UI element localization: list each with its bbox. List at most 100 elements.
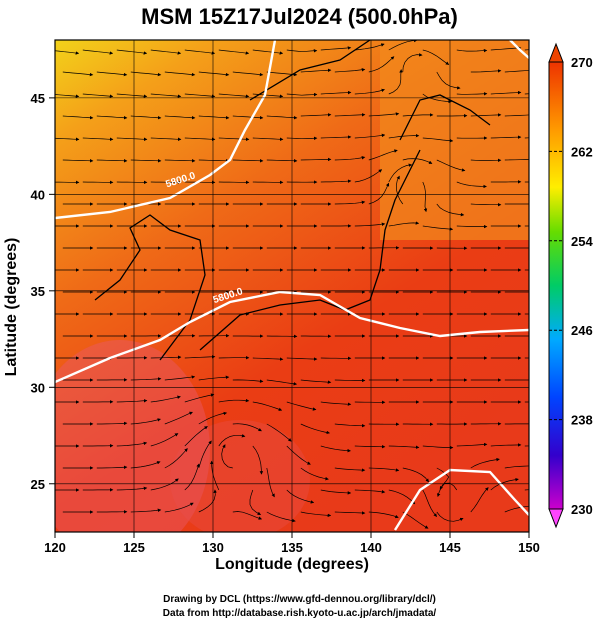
streamline <box>422 49 450 65</box>
streamline <box>232 159 264 163</box>
streamline <box>130 159 162 163</box>
streamline <box>116 398 148 403</box>
streamline <box>266 423 292 442</box>
streamline <box>456 442 488 447</box>
streamline <box>300 157 332 162</box>
streamline <box>334 467 366 472</box>
streamline <box>130 508 162 513</box>
streamline <box>422 181 428 213</box>
streamline <box>490 477 519 491</box>
x-tick-label: 140 <box>360 540 382 555</box>
streamline <box>150 137 182 142</box>
y-tick-label: 40 <box>31 187 45 202</box>
streamline <box>334 113 366 117</box>
streamline <box>116 486 148 491</box>
streamline <box>82 137 114 142</box>
streamline <box>252 93 284 98</box>
streamline <box>96 71 128 77</box>
streamline <box>388 69 403 95</box>
streamline <box>368 467 400 472</box>
streamline <box>221 444 233 469</box>
streamline <box>150 395 181 403</box>
streamline <box>184 355 216 359</box>
streamline <box>96 115 128 120</box>
streamline <box>368 511 399 519</box>
x-tick-label: 150 <box>518 540 540 555</box>
streamline <box>150 433 179 447</box>
colorbar-label: 246 <box>571 323 593 338</box>
colorbar: 230 238 246 254 262 270 <box>548 42 593 529</box>
streamline <box>354 222 386 227</box>
streamline <box>334 200 366 205</box>
streamline <box>218 137 250 142</box>
credit-data: Data from http://database.rish.kyoto-u.a… <box>162 608 437 619</box>
streamline <box>354 133 386 139</box>
streamline <box>150 49 182 55</box>
streamline <box>402 158 433 164</box>
contour-line-south <box>55 290 529 384</box>
streamline <box>286 489 315 504</box>
streamline <box>150 478 179 491</box>
streamline <box>164 411 193 425</box>
colorbar-label: 238 <box>571 413 593 428</box>
streamline <box>232 423 262 432</box>
streamline <box>130 418 161 425</box>
streamline <box>300 423 330 435</box>
streamline <box>55 137 80 142</box>
streamline <box>96 421 128 426</box>
streamline <box>62 115 94 120</box>
streamline <box>402 53 423 73</box>
streamline <box>232 511 263 520</box>
streamline <box>388 489 416 505</box>
streamline <box>218 434 246 447</box>
streamline <box>354 489 386 494</box>
colorbar-label: 230 <box>571 502 593 517</box>
streamline <box>470 457 500 469</box>
streamline <box>198 115 230 120</box>
streamline <box>470 69 502 73</box>
streamline <box>82 49 114 55</box>
streamline <box>456 224 488 229</box>
coastline-japan <box>199 149 421 351</box>
map-title: MSM 15Z17Jul2024 (500.0hPa) <box>141 4 458 29</box>
y-tick-label: 45 <box>31 91 45 106</box>
streamline <box>422 489 437 517</box>
streamline <box>422 137 454 143</box>
streamline <box>55 94 80 98</box>
streamline <box>402 467 429 483</box>
streamline <box>354 444 386 449</box>
y-ticks: 25 30 35 40 45 <box>31 91 55 492</box>
streamline <box>198 489 217 513</box>
streamline <box>436 511 464 522</box>
streamline <box>470 487 489 513</box>
streamline <box>334 155 366 161</box>
streamline <box>184 93 216 98</box>
streamline <box>96 159 128 163</box>
x-tick-label: 120 <box>44 540 66 555</box>
streamline <box>490 46 522 51</box>
streamline <box>490 90 522 95</box>
streamline <box>368 112 400 117</box>
streamline <box>395 175 404 205</box>
streamline <box>490 443 522 447</box>
streamline <box>218 93 250 98</box>
streamlines <box>55 40 529 529</box>
streamline <box>232 71 264 77</box>
map-field <box>55 40 529 532</box>
streamline <box>249 489 262 516</box>
streamline <box>456 48 488 53</box>
warm-ne-region <box>380 40 529 240</box>
streamline <box>130 115 162 120</box>
streamline <box>320 135 352 139</box>
y-tick-label: 25 <box>31 477 45 492</box>
streamline <box>504 70 529 73</box>
streamline <box>130 377 162 381</box>
streamline <box>116 137 148 142</box>
streamline <box>252 137 284 142</box>
streamline <box>286 445 311 465</box>
contour-line-southeast <box>393 468 529 531</box>
streamline <box>456 181 487 189</box>
streamline <box>164 375 196 381</box>
lat-lon-grid <box>55 40 529 532</box>
streamline <box>470 113 502 117</box>
